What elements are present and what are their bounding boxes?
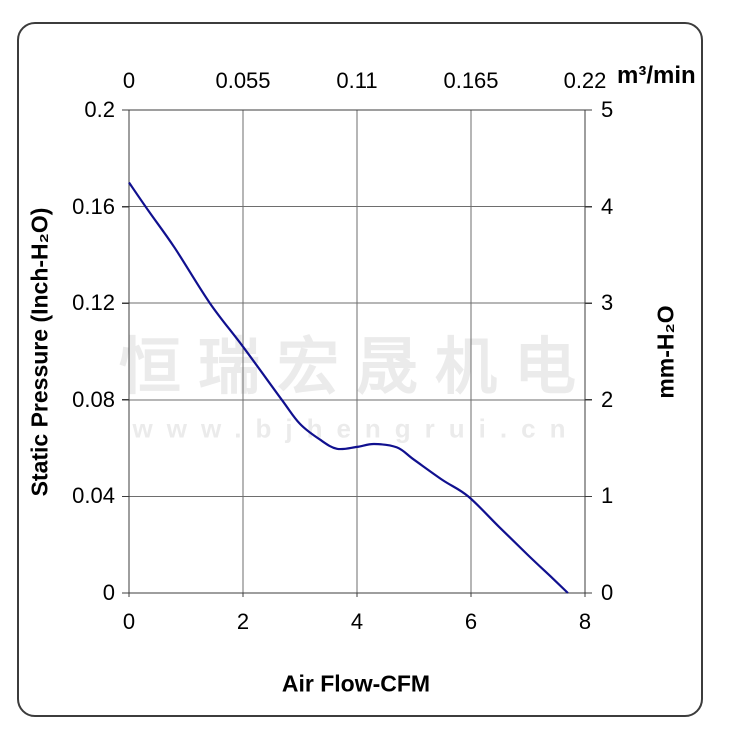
top-axis-tick: 0 [122,68,136,93]
right-axis-tick: 5 [601,97,614,122]
bottom-axis-tick: 2 [236,609,250,634]
left-axis-tick: 0.12 [72,290,115,316]
bottom-axis-tick: 8 [578,609,592,634]
right-axis-tick: 2 [601,386,614,412]
top-axis-tick: 0.22 [563,68,607,93]
right-axis-tick: 4 [601,193,614,219]
right-axis-title: mm-H₂O [652,305,679,399]
top-axis-tick: 0.165 [443,68,499,93]
top-axis-tick: 0.11 [336,68,378,93]
bottom-axis-tick: 6 [464,609,478,634]
watermark-website-url: www.bjhengrui.cn [132,413,580,444]
left-axis-tick: 0.04 [72,483,115,509]
left-axis-tick: 0 [102,580,115,605]
right-axis-tick: 0 [601,580,614,605]
panel-rounded-border [17,22,703,717]
bottom-axis-tick: 0 [122,609,136,634]
plot-border [128,109,586,594]
watermark-company-name: 恒瑞宏晟机电 [118,333,594,402]
left-axis-tick: 0.2 [84,97,115,122]
x-axis-title: Air Flow-CFM [281,670,431,697]
left-axis-title: Static Pressure (Inch-H₂O) [26,207,53,497]
left-axis-tick: 0.08 [72,386,115,412]
right-axis-tick: 1 [601,483,614,509]
top-axis-tick: 0.055 [215,68,271,93]
bottom-axis-tick: 4 [350,609,364,634]
left-axis-tick: 0.16 [72,193,115,219]
static-pressure-curve [128,181,569,594]
right-axis-tick: 3 [601,290,614,316]
top-axis-unit-label: m³/min [617,62,696,89]
